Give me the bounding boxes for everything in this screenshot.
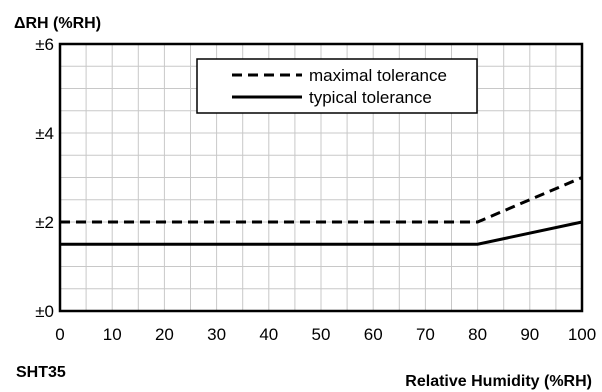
x-tick-label: 90	[520, 325, 539, 344]
y-tick-label: ±0	[35, 302, 54, 321]
x-tick-label: 20	[155, 325, 174, 344]
x-tick-label: 60	[364, 325, 383, 344]
series-lines	[60, 176, 583, 246]
x-tick-label: 30	[207, 325, 226, 344]
x-tick-label: 80	[468, 325, 487, 344]
y-tick-label: ±4	[35, 124, 54, 143]
x-tick-label: 50	[312, 325, 331, 344]
tick-labels: 0 10 20 30 40 50 60 70 80 90 100 ±0 ±2 ±4 ±6	[35, 35, 596, 344]
y-axis-label: ΔRH (%RH)	[14, 15, 101, 32]
x-axis-label: Relative Humidity (%RH)	[405, 373, 592, 390]
plot-frame	[58, 42, 584, 313]
x-tick-label: 70	[416, 325, 435, 344]
y-tick-label: ±2	[35, 213, 54, 232]
series-line-maximal-tolerance	[60, 176, 583, 224]
x-tick-label: 40	[259, 325, 278, 344]
x-tick-label: 10	[103, 325, 122, 344]
legend-label: typical tolerance	[309, 88, 432, 107]
legend-label: maximal tolerance	[309, 66, 447, 85]
sensor-model-label: SHT35	[16, 364, 66, 381]
series-line-typical-tolerance	[60, 220, 583, 246]
y-tick-label: ±6	[35, 35, 54, 54]
x-tick-label: 100	[568, 325, 596, 344]
legend-box	[196, 58, 478, 114]
legend: maximal tolerance typical tolerance	[196, 58, 478, 114]
x-tick-label: 0	[55, 325, 64, 344]
